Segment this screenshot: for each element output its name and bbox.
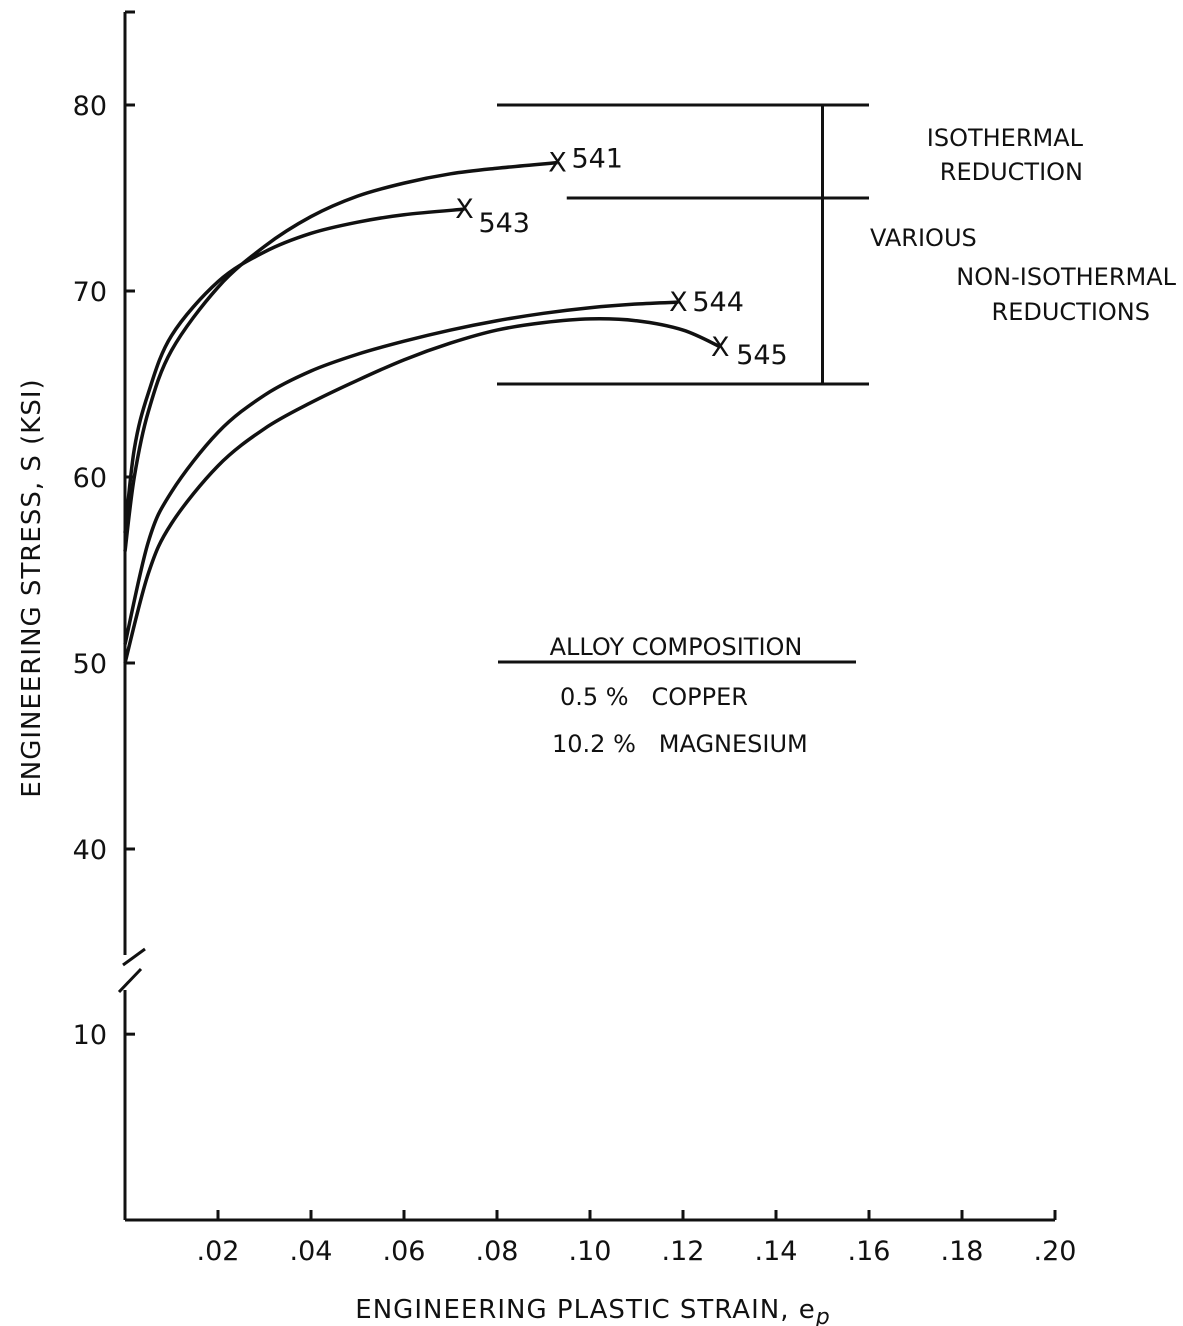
isothermal-line-2: REDUCTION <box>940 158 1083 186</box>
reference-lines <box>497 103 869 386</box>
x-tick-label: .10 <box>569 1236 612 1267</box>
x-tick-label: .12 <box>662 1236 705 1267</box>
non-isothermal-line-3: REDUCTIONS <box>992 298 1150 326</box>
x-tick-label: .08 <box>476 1236 519 1267</box>
axis-break-mark <box>117 947 146 994</box>
series-label-541: 541 <box>571 144 623 175</box>
series-lines <box>123 160 721 664</box>
y-tick-label: 60 <box>73 463 107 494</box>
isothermal-line-1: ISOTHERMAL <box>927 124 1084 152</box>
series-end-marker-543: X <box>455 194 474 225</box>
x-tick-label: .18 <box>941 1236 984 1267</box>
series-label-545: 545 <box>736 340 788 371</box>
x-tick-label: .16 <box>848 1236 891 1267</box>
composition-line-magnesium: 10.2 % MAGNESIUM <box>552 730 808 758</box>
x-tick-label: .14 <box>755 1236 798 1267</box>
x-axis-label-subscript: p <box>815 1305 831 1326</box>
series-line-545 <box>123 317 721 664</box>
y-tick-label: 50 <box>73 649 107 680</box>
tick-labels: .02 .04 .06 .08 .10 .12 .14 .16 .18 .20 40 50 60 70 80… <box>73 91 1077 1267</box>
series-end-marker-541: X <box>548 148 567 179</box>
series-end-marker-544: X <box>669 287 688 318</box>
series-end-marker-545: X <box>711 332 730 363</box>
series-line-543 <box>123 207 465 533</box>
series-line-541 <box>123 160 558 552</box>
series-label-543: 543 <box>478 208 530 239</box>
x-tick-label: .02 <box>197 1236 240 1267</box>
y-tick-label: 10 <box>73 1020 107 1051</box>
y-axis-label: ENGINEERING STRESS, S (KSI) <box>17 378 47 797</box>
x-tick-label: .04 <box>290 1236 333 1267</box>
x-tick-label: .20 <box>1034 1236 1077 1267</box>
non-isothermal-line-2: NON-ISOTHERMAL <box>956 263 1176 291</box>
non-isothermal-annotation: VARIOUS NON-ISOTHERMAL REDUCTIONS <box>870 224 1177 326</box>
x-axis-label: ENGINEERING PLASTIC STRAIN, ep <box>355 1295 830 1326</box>
composition-line-copper: 0.5 % COPPER <box>560 683 748 711</box>
series-label-544: 544 <box>692 287 744 318</box>
y-tick-label: 70 <box>73 277 107 308</box>
non-isothermal-line-1: VARIOUS <box>870 224 977 252</box>
composition-annotation: ALLOY COMPOSITION 0.5 % COPPER 10.2 % MA… <box>498 633 856 758</box>
composition-title: ALLOY COMPOSITION <box>550 633 803 661</box>
y-tick-label: 40 <box>73 835 107 866</box>
x-tick-label: .06 <box>383 1236 426 1267</box>
y-tick-label: 80 <box>73 91 107 122</box>
isothermal-annotation: ISOTHERMAL REDUCTION <box>927 124 1084 186</box>
series-line-544 <box>123 300 679 645</box>
